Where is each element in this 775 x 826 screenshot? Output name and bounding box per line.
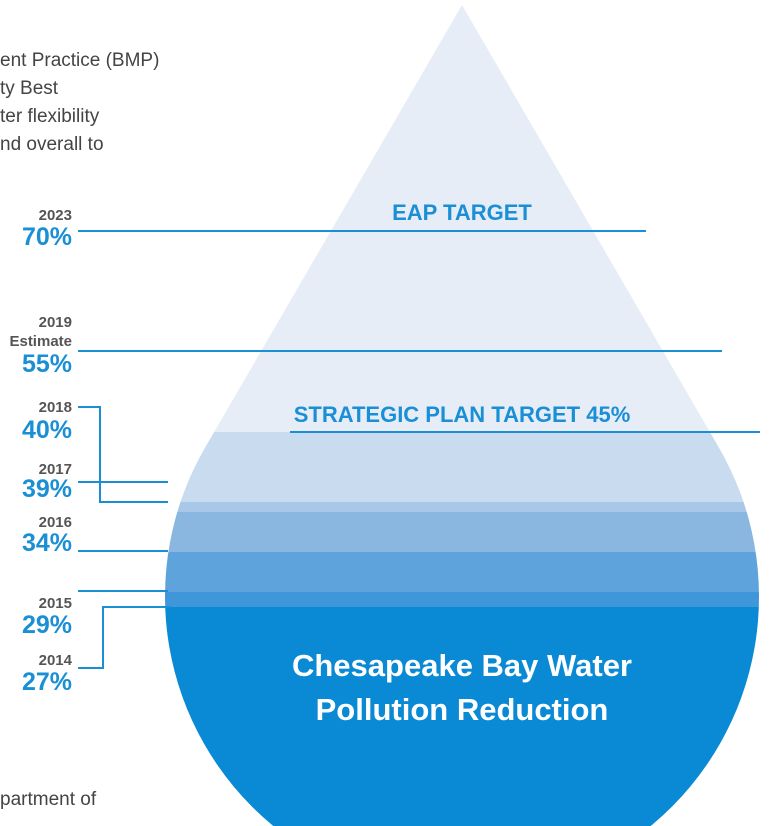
percent: 40%	[22, 416, 72, 444]
text-line: ter flexibility	[0, 106, 100, 127]
eap-label: EAP TARGET	[392, 200, 532, 225]
percent: 29%	[22, 611, 72, 639]
year: 2017	[39, 461, 72, 478]
year: 2016	[39, 514, 72, 531]
lines	[78, 230, 760, 669]
percent: 27%	[22, 668, 72, 696]
note: Estimate	[9, 333, 72, 350]
text-line: partment of	[0, 789, 97, 810]
connector	[78, 406, 168, 503]
markers: 2023 70% 2019 Estimate 55% 2018 40% 2017…	[9, 207, 72, 696]
connector	[78, 606, 170, 669]
percent: 55%	[22, 350, 72, 378]
percent: 34%	[22, 529, 72, 557]
strategic-label: STRATEGIC PLAN TARGET 45%	[294, 402, 631, 427]
drop-title: Chesapeake Bay Water	[292, 648, 632, 683]
band	[165, 432, 760, 502]
text-line: ent Practice (BMP)	[0, 50, 159, 71]
band	[165, 512, 760, 552]
year: 2018	[39, 399, 72, 416]
band	[165, 607, 760, 826]
band	[165, 502, 760, 512]
year: 2015	[39, 595, 72, 612]
percent: 39%	[22, 475, 72, 503]
year: 2019	[39, 314, 72, 331]
band	[165, 592, 760, 607]
year: 2023	[39, 207, 72, 224]
drop-labels: EAP TARGET STRATEGIC PLAN TARGET 45% Che…	[292, 200, 632, 727]
band	[165, 552, 760, 592]
percent: 70%	[22, 223, 72, 251]
text-line: nd overall to	[0, 134, 104, 155]
body-text: ent Practice (BMP) ty Best ter flexibili…	[0, 50, 159, 810]
year: 2014	[39, 652, 73, 669]
drop-title: Pollution Reduction	[316, 692, 609, 727]
text-line: ty Best	[0, 78, 59, 99]
